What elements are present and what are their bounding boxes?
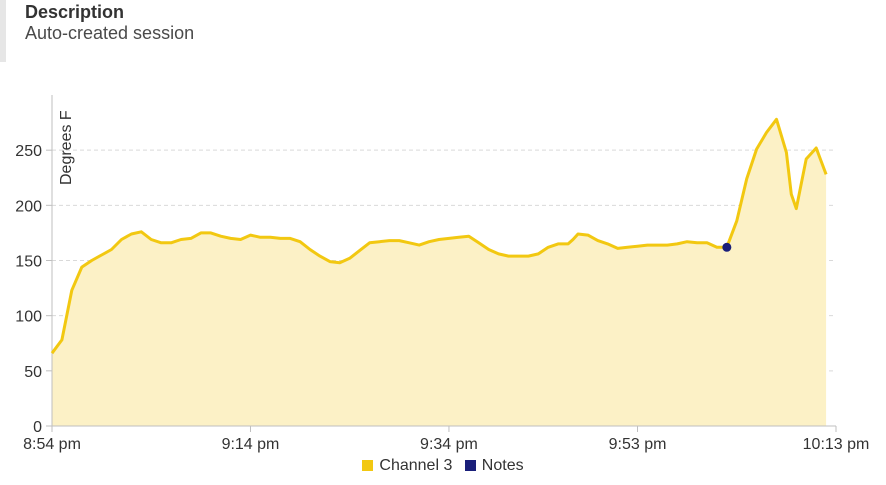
y-tick-labels: 0 50 100 150 200 250	[15, 143, 52, 436]
y-tick-label: 50	[24, 364, 42, 381]
description-heading: Description	[25, 2, 125, 22]
y-tick-label: 150	[15, 254, 42, 271]
x-tick-label: 8:54 pm	[23, 436, 81, 453]
note-marker[interactable]	[722, 242, 732, 252]
y-tick-label: 250	[15, 143, 42, 160]
y-axis-title: Degrees F	[58, 110, 75, 185]
legend-label-notes: Notes	[481, 457, 524, 474]
channel-3-area	[52, 119, 827, 427]
x-tick-label: 9:14 pm	[222, 436, 280, 453]
x-tick-label: 9:53 pm	[609, 436, 667, 453]
x-tick-label: 9:34 pm	[420, 436, 478, 453]
x-tick-label: 10:13 pm	[803, 436, 870, 453]
x-tick-labels: 8:54 pm 9:14 pm 9:34 pm 9:53 pm 10:13 pm	[23, 426, 869, 453]
y-tick-label: 200	[15, 198, 42, 215]
description-accent-bar	[0, 0, 6, 62]
legend-swatch-channel-3	[362, 460, 374, 471]
legend-item-notes[interactable]: Notes	[464, 457, 524, 475]
y-tick-label: 0	[33, 419, 42, 436]
legend-label-channel-3: Channel 3	[379, 457, 453, 474]
description-text: Auto-created session	[25, 23, 195, 43]
channel-3-line[interactable]	[50, 117, 828, 355]
chart-legend: Channel 3 Notes	[0, 457, 886, 475]
notes-markers	[722, 242, 732, 252]
legend-swatch-notes	[464, 460, 476, 471]
legend-item-channel-3[interactable]: Channel 3	[362, 457, 452, 475]
y-tick-label: 100	[15, 309, 42, 326]
